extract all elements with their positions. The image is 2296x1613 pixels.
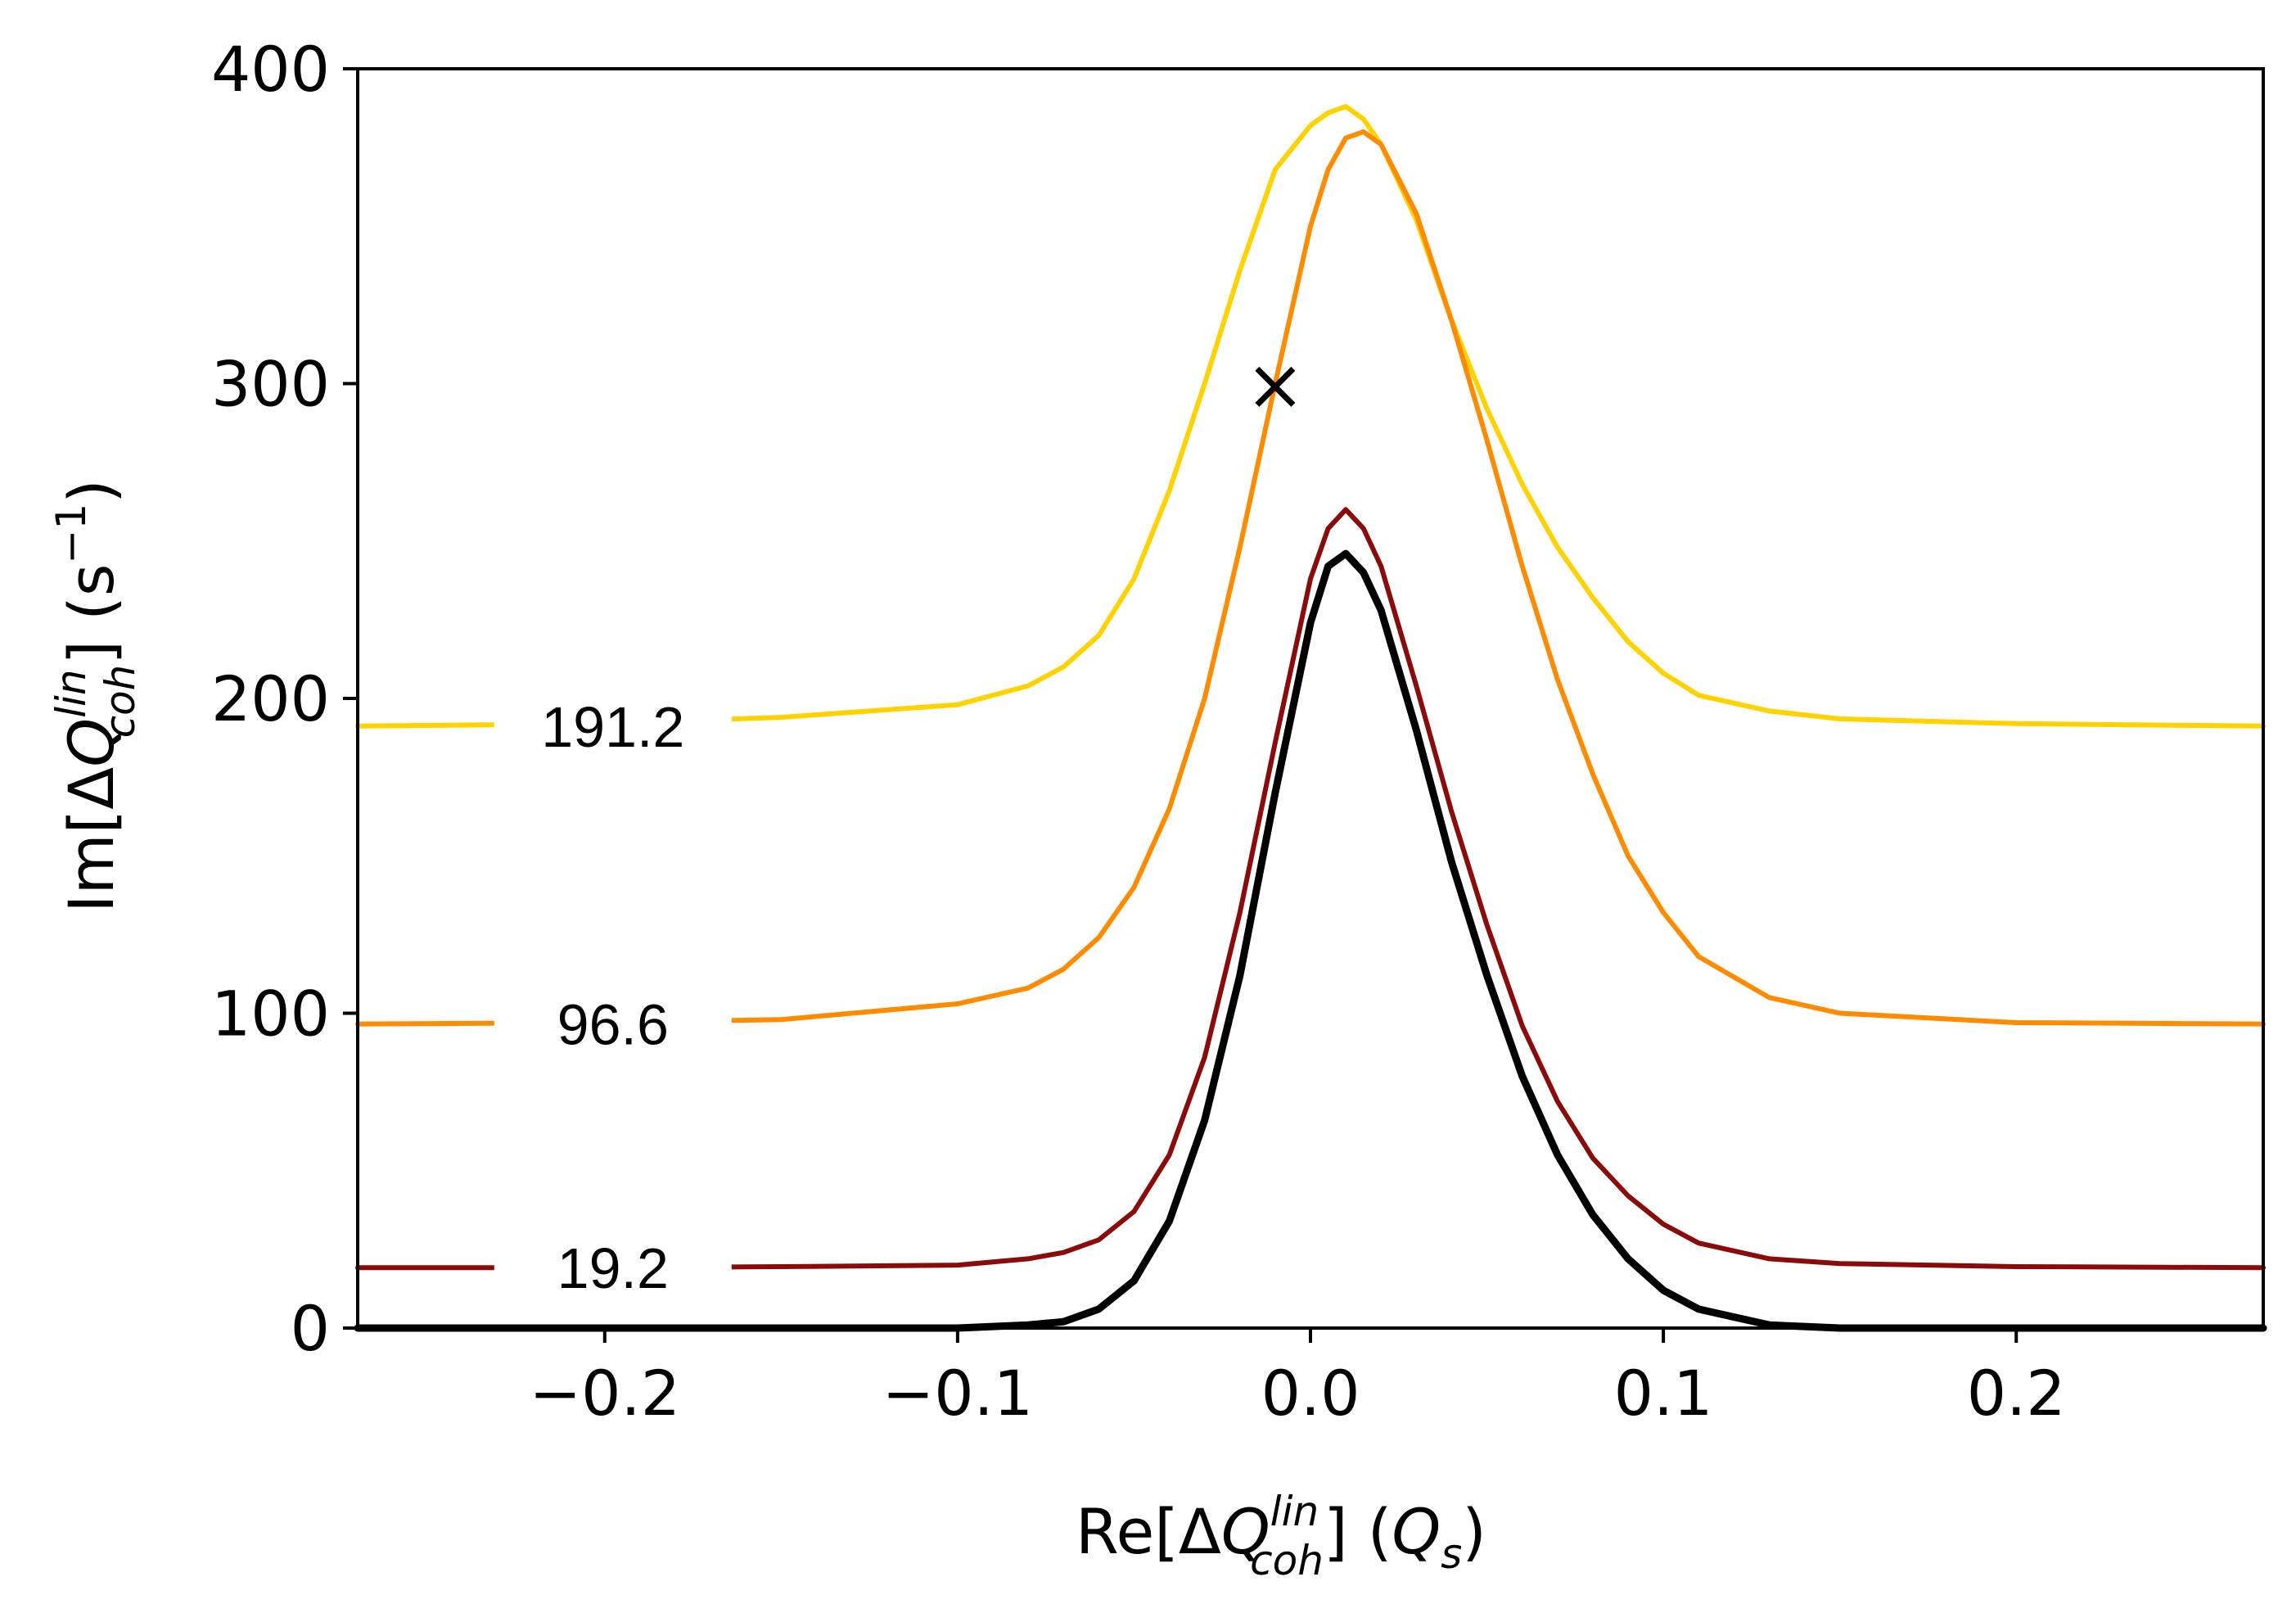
curve-label-191.2: 191.2 [541,695,684,759]
curve-label-bg [494,691,732,761]
y-tick-label: 200 [211,662,330,735]
x-tick-label: 0.2 [1967,1357,2066,1430]
curve-label-bg [494,989,732,1059]
curve-labels: 191.2 96.6 19.2 [494,691,732,1303]
y-tick-label: 300 [211,348,330,421]
plot-frame [356,67,2265,1330]
y-tick-label: 0 [291,1292,330,1365]
y-tick-label: 400 [211,33,330,106]
x-tick-label: −0.1 [882,1357,1034,1430]
y-tick-label: 100 [211,978,330,1050]
x-tick-label: −0.2 [530,1357,681,1430]
curve-label-bg [494,1233,732,1303]
series-line-191.2 [355,104,2266,729]
axis-ticks: −0.2 −0.1 0.0 0.1 0.2 0 100 200 300 400 [211,33,2066,1430]
curve-label-96.6: 96.6 [557,993,669,1057]
x-axis-label: Re[ΔQlin coh] (Qs) [1076,1488,1486,1584]
series-line-0 [354,549,2267,1332]
x-tick-label: 0.1 [1614,1357,1713,1430]
marker-x-0 [1255,366,1296,407]
y-axis-label: Im[ΔQlincoh] (s−1) [47,479,144,913]
series-line-96.6 [355,129,2266,1027]
markers [1255,366,1296,407]
x-tick-label: 0.0 [1261,1357,1360,1430]
curve-label-19.2: 19.2 [557,1236,669,1300]
curves [354,104,2267,1332]
series-line-19.2 [355,507,2266,1271]
